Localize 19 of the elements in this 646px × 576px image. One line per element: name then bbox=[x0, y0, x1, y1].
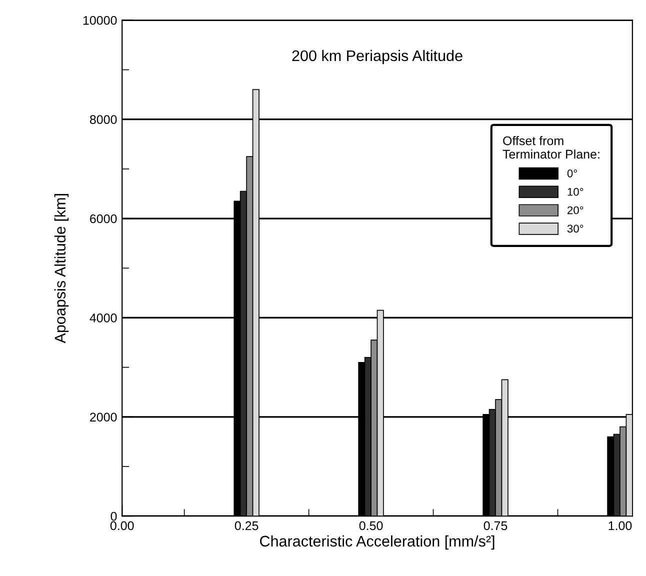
x-tick-label: 0.25 bbox=[234, 521, 258, 530]
legend-title: Offset from Terminator Plane: bbox=[502, 136, 600, 159]
y-tick-label: 6000 bbox=[90, 214, 117, 224]
x-tick-label: 1.00 bbox=[608, 521, 632, 530]
y-tick-label: 8000 bbox=[90, 115, 117, 124]
x-tick-label: 0.00 bbox=[110, 521, 134, 530]
annotation: 200 km Periapsis Altitude bbox=[292, 50, 462, 64]
y-tick-label: 10000 bbox=[83, 16, 117, 25]
legend-label: 10° bbox=[568, 188, 584, 196]
x-tick-label: 0.75 bbox=[484, 521, 508, 530]
y-tick-label: 0 bbox=[110, 512, 117, 521]
x-axis-title: Characteristic Acceleration [mm/s²] bbox=[260, 535, 494, 550]
legend-label: 0° bbox=[567, 169, 577, 178]
y-tick-label: 4000 bbox=[90, 314, 117, 322]
x-tick-label: 0.50 bbox=[359, 521, 383, 530]
y-tick-label: 2000 bbox=[90, 412, 117, 422]
y-axis-title: Apoapsis Altitude [km] bbox=[54, 194, 69, 344]
legend-label: 30° bbox=[567, 224, 584, 233]
legend-label: 20° bbox=[568, 206, 584, 214]
